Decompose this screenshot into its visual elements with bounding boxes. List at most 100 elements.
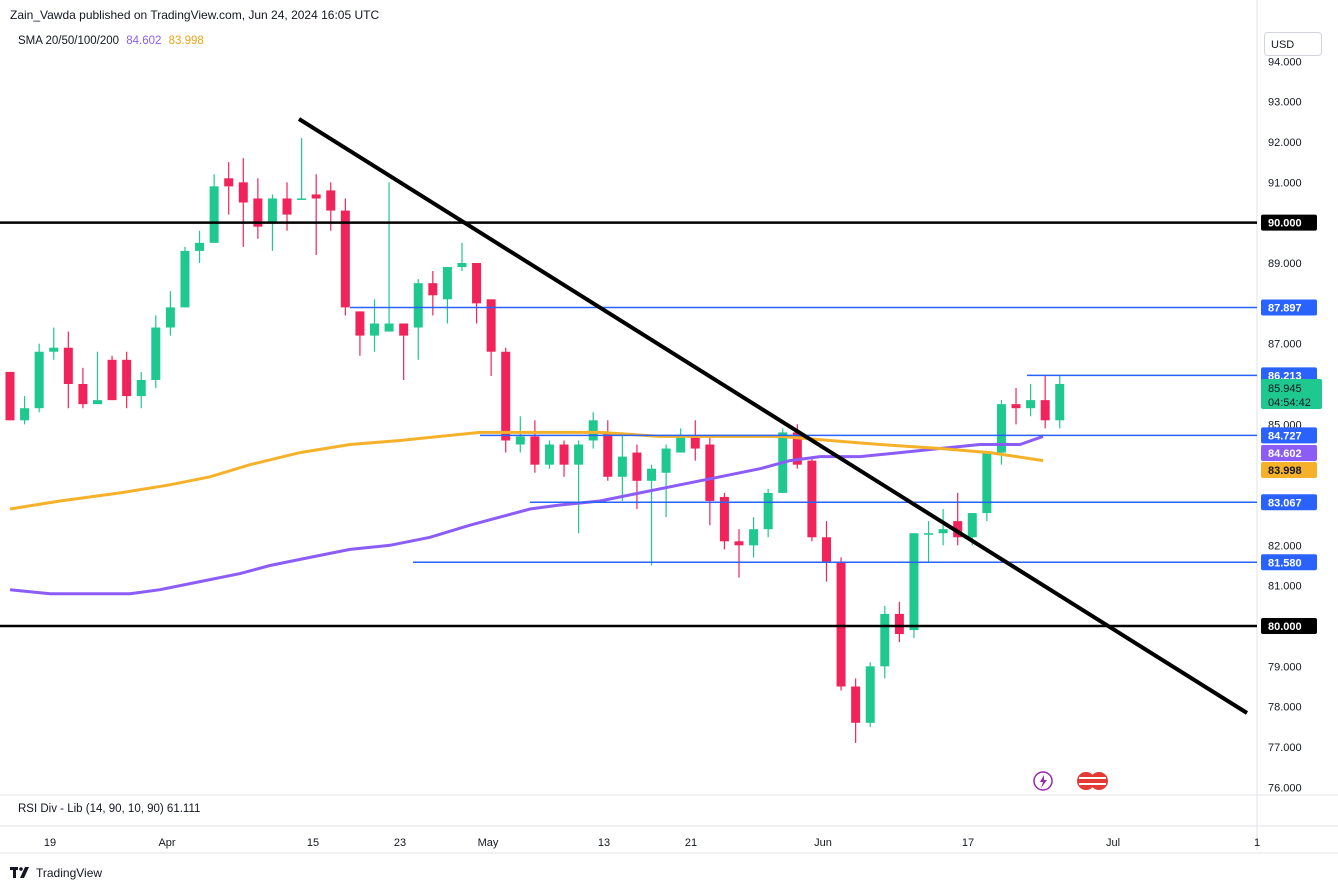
candle-body[interactable] bbox=[224, 178, 234, 187]
candle-body[interactable] bbox=[122, 359, 132, 397]
x-tick-label: Jun bbox=[814, 837, 832, 849]
y-tick-label: 76.000 bbox=[1268, 782, 1302, 794]
candle-body[interactable] bbox=[836, 561, 846, 687]
candle-body[interactable] bbox=[209, 186, 219, 243]
candle-body[interactable] bbox=[428, 283, 438, 296]
candle-body[interactable] bbox=[588, 420, 598, 441]
candle-body[interactable] bbox=[982, 452, 992, 514]
candle-body[interactable] bbox=[472, 263, 482, 304]
candle-body[interactable] bbox=[938, 529, 948, 534]
candle-body[interactable] bbox=[107, 359, 117, 401]
candle-body[interactable] bbox=[617, 456, 627, 477]
candle-body[interactable] bbox=[384, 323, 394, 332]
footer-brand[interactable]: TradingView bbox=[10, 866, 102, 880]
candle-body[interactable] bbox=[544, 444, 554, 465]
candle-body[interactable] bbox=[1011, 404, 1021, 409]
candle-body[interactable] bbox=[20, 408, 30, 421]
candle-body[interactable] bbox=[442, 267, 452, 300]
candle-body[interactable] bbox=[734, 541, 744, 546]
candle-body[interactable] bbox=[399, 323, 409, 336]
candle-body[interactable] bbox=[340, 210, 350, 308]
candle-body[interactable] bbox=[967, 513, 977, 538]
candle-body[interactable] bbox=[763, 492, 773, 530]
candle-body[interactable] bbox=[355, 311, 365, 336]
candle-body[interactable] bbox=[165, 307, 175, 328]
candle-body[interactable] bbox=[530, 436, 540, 465]
candle-body[interactable] bbox=[238, 182, 248, 203]
candle-body[interactable] bbox=[486, 299, 496, 352]
us-flag-event-icon-2[interactable] bbox=[1090, 772, 1108, 790]
candle-body[interactable] bbox=[880, 613, 890, 667]
currency-button[interactable]: USD bbox=[1264, 32, 1322, 56]
candle-body[interactable] bbox=[953, 521, 963, 538]
candle-body[interactable] bbox=[78, 384, 88, 405]
candle-body[interactable] bbox=[1055, 384, 1065, 421]
candle-body[interactable] bbox=[370, 323, 379, 336]
candle-body[interactable] bbox=[719, 496, 729, 542]
y-tick-label: 91.000 bbox=[1268, 177, 1302, 189]
candle-body[interactable] bbox=[894, 613, 904, 635]
level-price-label: 83.067 bbox=[1268, 497, 1302, 509]
candle-body[interactable] bbox=[34, 351, 44, 409]
candle-body[interactable] bbox=[792, 432, 802, 465]
y-tick-label: 81.000 bbox=[1268, 581, 1302, 593]
candle-body[interactable] bbox=[195, 242, 205, 251]
sma-purple-price-label-bg bbox=[1261, 445, 1317, 461]
candle-body[interactable] bbox=[909, 533, 919, 631]
trendline[interactable] bbox=[297, 117, 1249, 715]
candle-body[interactable] bbox=[851, 686, 861, 723]
candle-body[interactable] bbox=[996, 404, 1006, 453]
candle-body[interactable] bbox=[253, 198, 263, 227]
candle-body[interactable] bbox=[603, 432, 613, 477]
candle-body[interactable] bbox=[180, 250, 190, 308]
candle-body[interactable] bbox=[647, 468, 657, 481]
candle-body[interactable] bbox=[49, 347, 59, 352]
sma-orange-price-label-bg bbox=[1261, 462, 1317, 478]
candle-body[interactable] bbox=[865, 666, 875, 723]
level-price-label-bg bbox=[1261, 214, 1317, 231]
tradingview-logo-icon bbox=[10, 867, 29, 878]
sma-legend[interactable]: SMA 20/50/100/200 84.602 83.998 bbox=[18, 35, 204, 47]
candle-body[interactable] bbox=[457, 263, 467, 268]
sma-purple-line bbox=[9, 434, 1044, 596]
candle-body[interactable] bbox=[705, 444, 715, 501]
candle-body[interactable] bbox=[676, 436, 686, 453]
candle-body[interactable] bbox=[690, 436, 700, 449]
candle-body[interactable] bbox=[413, 283, 423, 328]
candle-body[interactable] bbox=[311, 194, 321, 199]
y-tick-label: 93.000 bbox=[1268, 97, 1302, 109]
candle-body[interactable] bbox=[559, 444, 569, 465]
rsi-legend[interactable]: RSI Div - Lib (14, 90, 10, 90) 61.111 bbox=[18, 803, 201, 815]
x-tick-label: 1 bbox=[1254, 837, 1260, 849]
candle-body[interactable] bbox=[297, 198, 307, 200]
flag-stripe bbox=[1079, 783, 1106, 785]
candle-body[interactable] bbox=[661, 448, 671, 473]
candle-body[interactable] bbox=[807, 460, 817, 538]
candle-body[interactable] bbox=[632, 452, 642, 481]
footer-brand-label: TradingView bbox=[36, 866, 103, 880]
level-price-label-bg bbox=[1261, 618, 1317, 634]
candle-body[interactable] bbox=[136, 379, 146, 397]
candle-body[interactable] bbox=[151, 327, 161, 380]
candle-body[interactable] bbox=[515, 436, 525, 445]
candle-body[interactable] bbox=[574, 444, 584, 465]
x-tick-label: 17 bbox=[962, 837, 974, 849]
candle-body[interactable] bbox=[5, 371, 15, 421]
candle-body[interactable] bbox=[1026, 400, 1036, 409]
candle-body[interactable] bbox=[1040, 400, 1050, 421]
candle-body[interactable] bbox=[501, 351, 511, 441]
candle-body[interactable] bbox=[92, 400, 102, 405]
countdown-label: 04:54:42 bbox=[1268, 397, 1311, 409]
candle-body[interactable] bbox=[267, 198, 277, 223]
candle-body[interactable] bbox=[326, 190, 336, 211]
y-tick-label: 89.000 bbox=[1268, 258, 1302, 270]
candle-body[interactable] bbox=[924, 533, 934, 535]
candle-body[interactable] bbox=[63, 347, 73, 384]
candle-body[interactable] bbox=[282, 198, 292, 215]
us-flag-event-icon[interactable] bbox=[1077, 772, 1095, 790]
level-price-label-bg bbox=[1261, 299, 1317, 316]
candle-body[interactable] bbox=[749, 529, 759, 546]
candle-body[interactable] bbox=[821, 537, 831, 562]
x-tick-label: Apr bbox=[158, 837, 175, 849]
